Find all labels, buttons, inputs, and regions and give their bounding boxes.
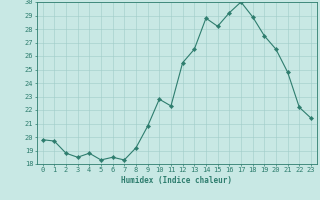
X-axis label: Humidex (Indice chaleur): Humidex (Indice chaleur) <box>121 176 232 185</box>
